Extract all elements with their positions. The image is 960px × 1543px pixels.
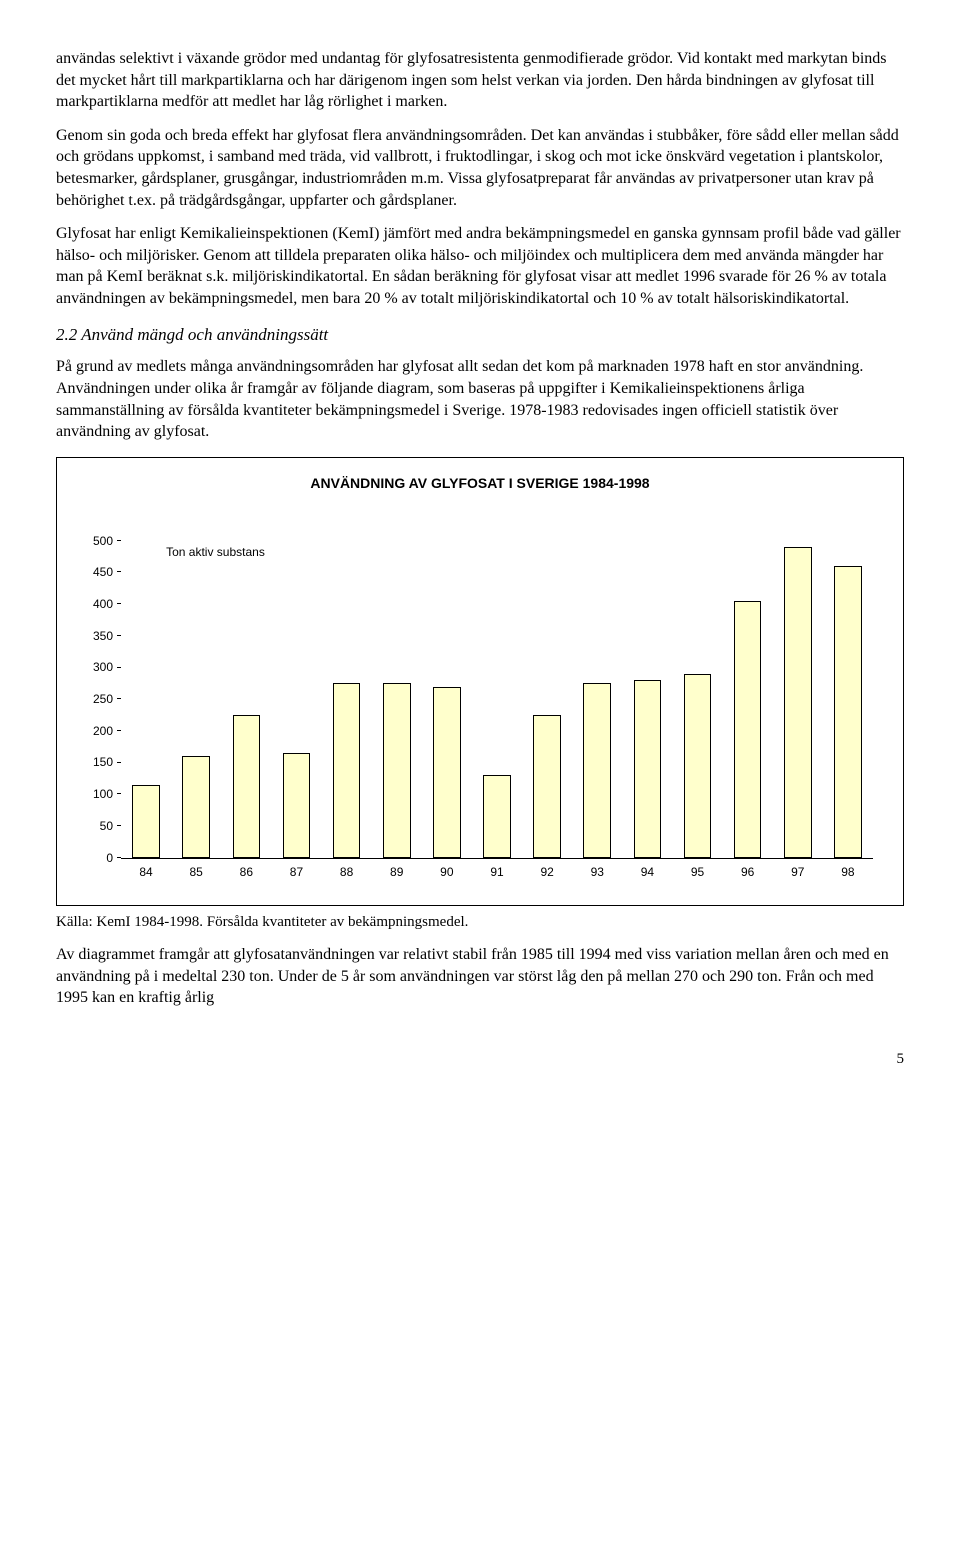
chart-title: ANVÄNDNING AV GLYFOSAT I SVERIGE 1984-19… [77,474,883,493]
chart-y-tickmark [117,635,121,636]
section-heading: 2.2 Använd mängd och användningssätt [56,324,904,347]
chart-bar [583,683,611,857]
chart-x-tick-label: 88 [340,858,353,880]
chart-y-tick-label: 300 [93,659,121,675]
chart-x-tick-label: 97 [791,858,804,880]
chart-bar [684,674,712,858]
chart-container: ANVÄNDNING AV GLYFOSAT I SVERIGE 1984-19… [56,457,904,906]
chart-x-tick-label: 96 [741,858,754,880]
chart-y-tickmark [117,667,121,668]
chart-y-tick-label: 100 [93,786,121,802]
chart-y-tick-label: 500 [93,533,121,549]
chart-x-tick-label: 87 [290,858,303,880]
chart-y-tick-label: 150 [93,755,121,771]
chart-bar [533,715,561,858]
chart-y-tickmark [117,540,121,541]
body-paragraph: användas selektivt i växande grödor med … [56,48,904,113]
chart-bar [333,683,361,857]
chart-plot-area: 0501001502002503003504004505008485868788… [121,541,873,881]
chart-y-tick-label: 0 [106,850,121,866]
chart-x-tick-label: 95 [691,858,704,880]
chart-y-tickmark [117,603,121,604]
chart-bar [634,680,662,858]
chart-y-tick-label: 450 [93,564,121,580]
chart-y-tick-label: 50 [100,818,121,834]
chart-x-tick-label: 86 [240,858,253,880]
body-paragraph: På grund av medlets många användningsomr… [56,356,904,442]
chart-bar [383,683,411,857]
chart-y-tickmark [117,730,121,731]
chart-bar [283,753,311,858]
chart-series-label: Ton aktiv substans [166,544,265,560]
chart-y-tickmark [117,825,121,826]
chart-plot: 0501001502002503003504004505008485868788… [121,541,873,859]
chart-y-tickmark [117,698,121,699]
chart-x-tick-label: 84 [139,858,152,880]
chart-x-tick-label: 94 [641,858,654,880]
chart-y-tick-label: 400 [93,596,121,612]
chart-y-tickmark [117,571,121,572]
chart-y-tick-label: 200 [93,723,121,739]
chart-bar [182,756,210,857]
chart-x-tick-label: 89 [390,858,403,880]
chart-bar [834,566,862,858]
chart-y-tickmark [117,762,121,763]
chart-x-tick-label: 98 [841,858,854,880]
chart-x-tick-label: 93 [591,858,604,880]
chart-bar [433,687,461,858]
chart-x-tick-label: 90 [440,858,453,880]
page-number: 5 [56,1049,904,1069]
chart-y-tickmark [117,857,121,858]
body-paragraph: Av diagrammet framgår att glyfosatanvänd… [56,944,904,1009]
chart-bar [483,775,511,857]
chart-x-tick-label: 85 [190,858,203,880]
chart-bar [233,715,261,858]
chart-y-tick-label: 250 [93,691,121,707]
chart-y-tick-label: 350 [93,628,121,644]
chart-y-tickmark [117,793,121,794]
chart-bar [784,547,812,858]
body-paragraph: Genom sin goda och breda effekt har glyf… [56,125,904,211]
chart-bar [132,785,160,858]
body-paragraph: Glyfosat har enligt Kemikalieinspektione… [56,223,904,309]
chart-x-tick-label: 91 [490,858,503,880]
chart-source: Källa: KemI 1984-1998. Försålda kvantite… [56,912,904,932]
chart-x-tick-label: 92 [540,858,553,880]
chart-bar [734,601,762,858]
